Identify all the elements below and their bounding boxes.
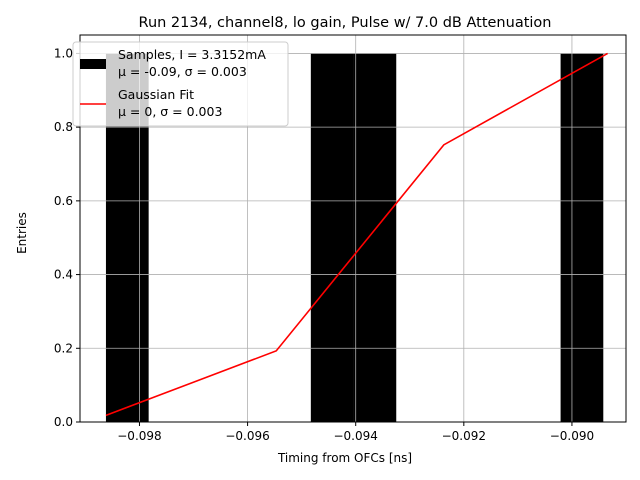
y-axis-label: Entries [15, 212, 29, 254]
histogram-bar-3 [560, 53, 604, 423]
y-tick-label-1: 0.2 [54, 341, 73, 355]
x-tick-label-0: −0.098 [117, 429, 161, 443]
x-tick-label-4: −0.090 [550, 429, 594, 443]
plot-area: −0.098 −0.096 −0.094 −0.092 −0.090 0.0 0.2 0.4 0… [54, 34, 627, 443]
y-tick-label-5: 1.0 [54, 46, 73, 60]
chart-title: Run 2134, channel8, lo gain, Pulse w/ 7.… [139, 15, 552, 31]
x-tick-label-3: −0.092 [442, 429, 486, 443]
histogram-bar-2 [353, 53, 397, 423]
legend-fit-stats: μ = 0, σ = 0.003 [118, 104, 222, 119]
x-tick-label-2: −0.094 [333, 429, 377, 443]
legend-samples-stats: μ = -0.09, σ = 0.003 [118, 64, 247, 79]
axes-frame [79, 34, 627, 423]
gaussian-fit-line [105, 52, 609, 417]
y-tick-label-4: 0.8 [54, 120, 73, 134]
legend-box [72, 41, 289, 127]
legend-samples-label: Samples, I = 3.3152mA [118, 47, 266, 62]
y-tick-label-2: 0.4 [54, 268, 73, 282]
y-tick-label-0: 0.0 [54, 415, 73, 429]
histogram-bar-1 [310, 53, 354, 423]
y-tick-label-3: 0.6 [54, 194, 73, 208]
x-axis-label: Timing from OFCs [ns] [277, 451, 412, 465]
x-tick-label-1: −0.096 [225, 429, 269, 443]
legend-samples-swatch [80, 59, 106, 69]
legend-fit-label: Gaussian Fit [118, 87, 194, 102]
